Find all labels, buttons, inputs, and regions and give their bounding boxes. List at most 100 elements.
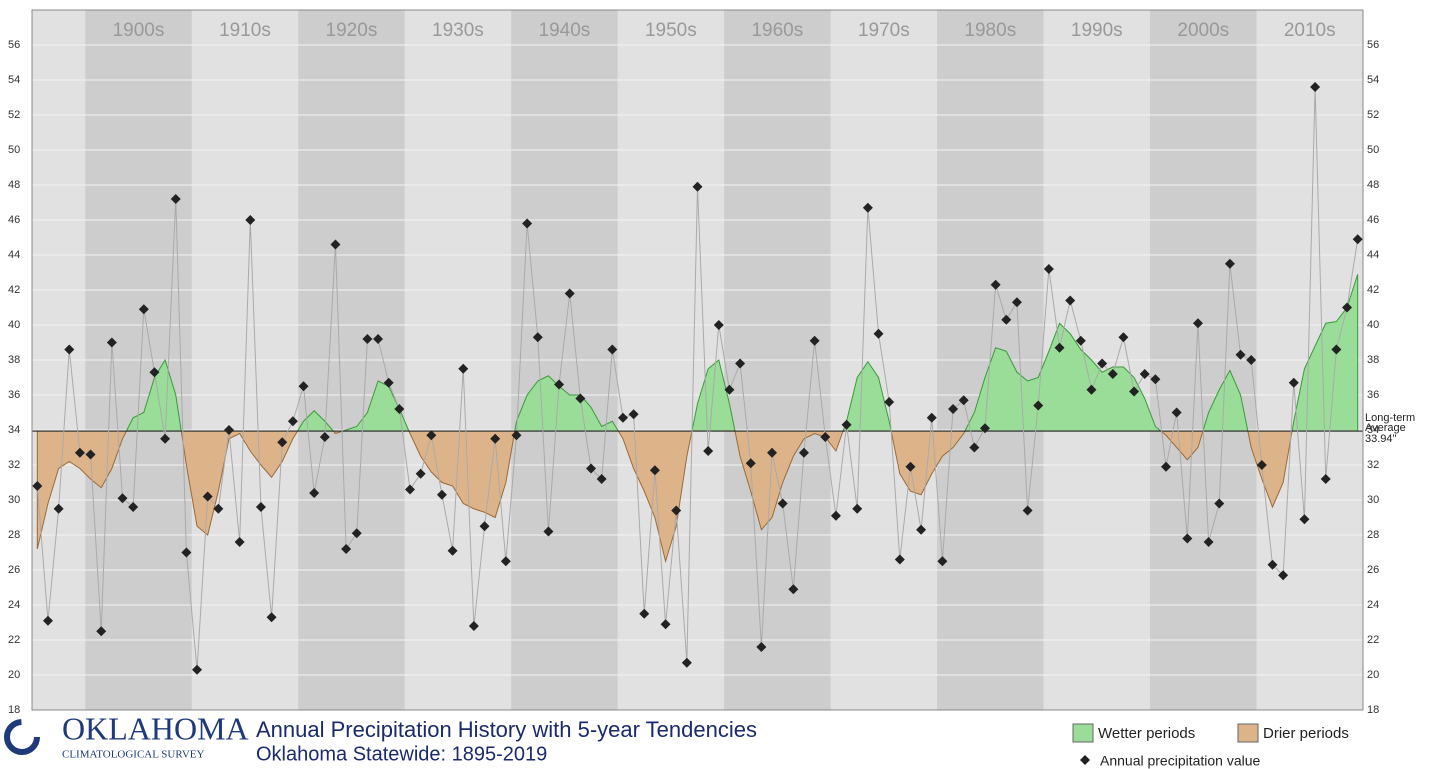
precip-point [1161,461,1172,472]
precip-point [1320,474,1331,484]
y-tick-label-right: 32 [1367,459,1379,471]
average-title: Long-term [1365,412,1415,424]
precip-point [128,502,139,512]
precip-point [745,458,756,469]
legend-label: Wetter periods [1098,725,1195,742]
precip-point [490,433,501,444]
precip-point [1171,407,1182,418]
y-tick-label: 50 [8,144,20,156]
precip-point [841,419,852,430]
precip-point [703,446,714,456]
precip-point [1118,332,1129,343]
x-tick-label: 1990s [1071,20,1123,41]
y-tick-label-right: 40 [1367,319,1379,331]
precip-point [223,425,234,435]
precip-point [1011,297,1022,308]
precip-point [937,556,948,567]
chart-subtitle: Oklahoma Statewide: 1895-2019 [256,743,547,765]
chart-title: Annual Precipitation History with 5-year… [256,717,757,742]
precip-point [383,377,394,388]
precip-point [788,584,799,595]
precip-point [1043,264,1054,274]
x-tick-label: 1910s [219,20,271,41]
precip-point [1150,374,1161,385]
y-tick-label: 20 [8,669,20,681]
precip-point [32,481,43,491]
precip-point [532,332,543,343]
precip-point [436,489,447,500]
y-tick-label: 42 [8,284,20,296]
logo-mark [4,719,40,755]
precip-point [1107,369,1118,379]
precip-point [969,442,980,453]
precip-point [1224,258,1235,269]
precip-point [713,320,724,330]
precip-point [649,465,660,476]
y-tick-label-right: 22 [1367,634,1379,646]
precip-point [852,503,863,514]
y-tick-label-right: 48 [1367,179,1379,191]
precip-point [809,335,820,346]
precip-point [447,545,458,556]
y-tick-label-right: 30 [1367,494,1379,506]
y-tick-label-right: 34 [1367,424,1379,436]
precip-point [905,461,916,472]
precip-point [64,344,75,355]
precip-point [1192,318,1203,329]
precip-point [106,337,117,348]
x-tick-label: 1920s [326,20,378,41]
precip-point [341,544,352,554]
precip-point [373,334,384,344]
precip-point [522,218,533,229]
precip-point [767,447,778,458]
precip-point [1075,335,1086,346]
precip-point [543,526,554,537]
average-title: Average [1365,422,1406,434]
precip-point [798,447,809,458]
precip-point [1001,314,1012,325]
precip-point [468,621,479,631]
precip-point [405,484,416,495]
precip-point [149,367,160,378]
precip-point [564,288,575,299]
precip-point [351,528,362,539]
precip-point [862,202,873,213]
precip-point [724,384,735,395]
y-tick-label-right: 20 [1367,669,1379,681]
precip-point [287,416,298,427]
y-tick-label-right: 18 [1367,704,1379,716]
precip-point [202,491,213,502]
precip-point [330,239,341,250]
precip-point [916,524,927,535]
precip-point [1033,400,1044,411]
precip-point [820,432,831,442]
y-tick-label-right: 28 [1367,529,1379,541]
precip-point [479,521,490,532]
legend-swatch [1237,723,1259,743]
x-tick-label: 1980s [964,20,1016,41]
precip-point [192,664,203,675]
x-tick-label: 1930s [432,20,484,41]
y-tick-label: 24 [8,599,20,611]
x-tick-label: 1970s [858,20,910,41]
plot-border [31,9,1364,711]
precip-point [596,474,607,484]
precip-point [777,498,788,509]
precip-point [394,404,405,414]
precip-point [990,279,1001,290]
precip-point [979,423,990,434]
precip-point [1086,384,1097,395]
precip-point [96,626,107,637]
y-tick-label-right: 46 [1367,214,1379,226]
precip-point [74,447,85,458]
precip-point [42,615,53,626]
x-tick-label: 1940s [539,20,591,41]
precip-point [1139,369,1150,379]
x-tick-label: 1960s [751,20,803,41]
precip-point [639,608,650,619]
precip-point [1065,295,1076,306]
y-tick-label: 28 [8,529,20,541]
precip-point [1022,505,1033,516]
x-tick-label: 1900s [113,20,165,41]
